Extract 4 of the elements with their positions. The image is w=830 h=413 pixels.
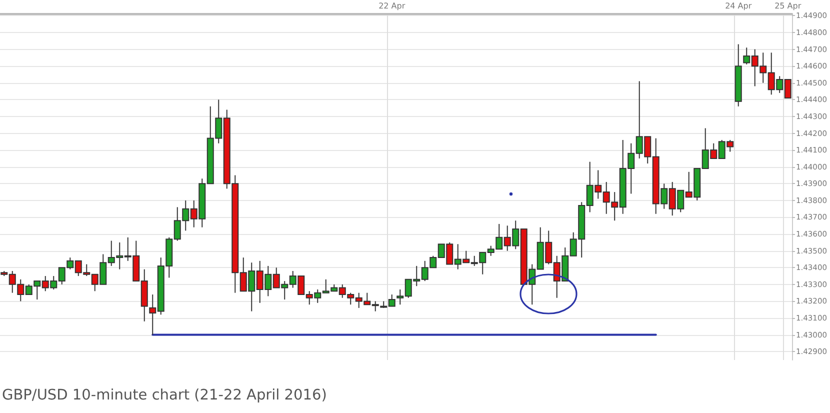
- x-tick-label: 25 Apr: [774, 2, 802, 10]
- x-tick-label: 22 Apr: [378, 2, 406, 10]
- x-tick-label: 24 Apr: [725, 2, 752, 10]
- text: GBP/USD 10-minute chart (21-22 April 2016): [2, 388, 327, 404]
